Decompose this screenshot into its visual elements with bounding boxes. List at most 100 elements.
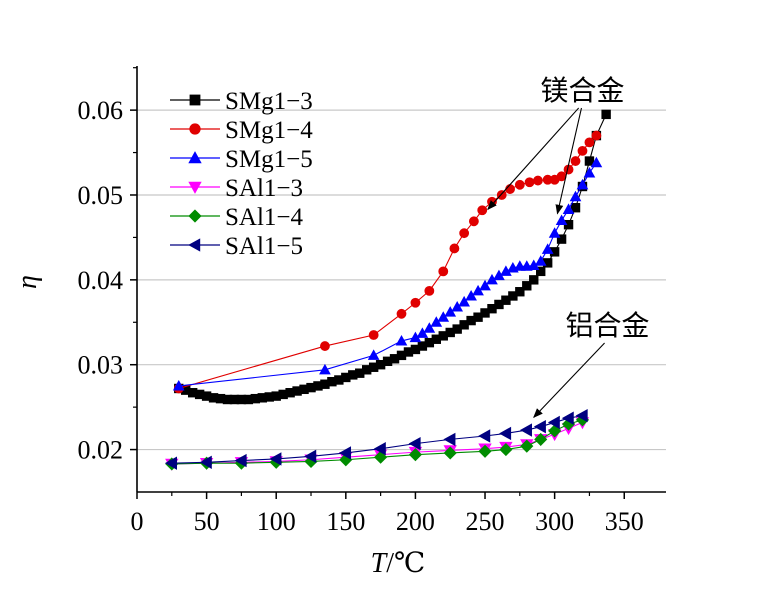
annotation-label: 镁合金 xyxy=(540,74,624,107)
x-axis-title: T/℃ xyxy=(371,548,426,579)
data-point xyxy=(562,203,575,214)
data-point xyxy=(373,442,386,456)
data-point xyxy=(443,446,457,460)
series-line xyxy=(171,421,583,465)
annotation-arrow xyxy=(533,342,605,419)
data-point xyxy=(408,436,421,451)
legend-marker xyxy=(188,181,202,194)
annotation-arrow xyxy=(555,107,583,215)
y-tick-label: 0.06 xyxy=(78,96,124,125)
data-point xyxy=(451,301,464,312)
data-point xyxy=(584,156,595,166)
data-point xyxy=(304,449,317,464)
legend-label: SMg1−4 xyxy=(225,117,313,144)
data-point xyxy=(438,266,449,277)
data-point xyxy=(172,379,185,391)
data-point xyxy=(570,156,581,166)
data-point xyxy=(408,448,422,462)
data-point xyxy=(338,446,352,460)
legend-label: SAl1−3 xyxy=(225,175,303,202)
data-point xyxy=(367,349,380,360)
data-point xyxy=(591,130,602,141)
data-point xyxy=(590,156,603,168)
y-tick-label: 0.02 xyxy=(78,436,124,465)
data-point xyxy=(570,203,581,213)
x-tick-label: 300 xyxy=(535,507,574,536)
x-tick-label: 350 xyxy=(605,507,644,536)
x-tick-label: 100 xyxy=(257,507,296,536)
data-point xyxy=(548,424,562,438)
data-point xyxy=(234,453,247,468)
data-point xyxy=(430,316,443,327)
data-point xyxy=(536,266,546,277)
data-point xyxy=(478,429,491,443)
data-point xyxy=(555,214,568,225)
x-tick-label: 200 xyxy=(396,507,435,536)
legend-label: SMg1−3 xyxy=(225,88,313,115)
data-point xyxy=(577,145,588,156)
data-point xyxy=(541,243,554,254)
data-point xyxy=(472,284,484,296)
data-point xyxy=(499,426,512,441)
data-point xyxy=(424,285,435,296)
data-point xyxy=(514,179,525,190)
data-point xyxy=(320,341,330,351)
y-tick-label: 0.03 xyxy=(78,351,124,380)
legend-label: SAl1−4 xyxy=(225,204,304,231)
data-point xyxy=(561,411,574,425)
data-point xyxy=(164,456,178,470)
legend-label: SAl1−5 xyxy=(225,233,303,260)
legend-label: SMg1−5 xyxy=(225,146,313,173)
data-point xyxy=(533,175,543,186)
data-point xyxy=(524,177,535,188)
data-point xyxy=(410,297,421,308)
data-point xyxy=(423,322,436,333)
y-tick-label: 0.04 xyxy=(78,266,124,295)
series-0 xyxy=(174,109,611,405)
data-point xyxy=(601,109,611,120)
legend-marker xyxy=(188,238,201,252)
series-5 xyxy=(164,408,588,470)
data-point xyxy=(443,432,456,447)
data-point xyxy=(396,308,407,319)
data-point xyxy=(575,408,588,423)
x-tick-label: 0 xyxy=(131,507,144,536)
data-point xyxy=(533,419,546,434)
data-point xyxy=(520,439,534,453)
data-point xyxy=(583,166,596,178)
data-point xyxy=(576,178,589,190)
data-point xyxy=(465,289,477,301)
x-axis-title-var: T xyxy=(371,548,389,579)
data-point xyxy=(374,450,388,464)
series-line xyxy=(171,415,583,464)
annotation-label: 铝合金 xyxy=(566,309,650,342)
data-point xyxy=(449,243,460,254)
data-point xyxy=(513,260,526,271)
annotation-arrow xyxy=(487,107,580,211)
data-point xyxy=(478,444,492,458)
data-point xyxy=(519,423,532,437)
x-axis-title-unit: /℃ xyxy=(386,548,425,579)
data-point xyxy=(548,227,561,238)
data-point xyxy=(368,330,379,340)
legend-marker xyxy=(188,151,202,164)
data-point xyxy=(499,443,513,457)
data-point xyxy=(444,306,457,317)
y-tick-label: 0.05 xyxy=(78,181,124,210)
x-tick-label: 50 xyxy=(194,507,220,536)
y-ticks: 0.02 0.03 0.04 0.05 0.06 xyxy=(78,67,137,465)
data-point xyxy=(477,205,488,216)
data-point xyxy=(534,432,548,446)
data-point xyxy=(479,279,491,291)
data-point xyxy=(416,327,429,338)
data-point xyxy=(505,184,515,194)
data-point xyxy=(437,311,450,322)
x-ticks: 0 50 100 150 200 250 300 350 xyxy=(131,492,644,536)
data-point xyxy=(556,234,567,244)
data-point xyxy=(395,334,408,346)
data-point xyxy=(459,228,470,239)
x-tick-label: 150 xyxy=(326,507,365,536)
